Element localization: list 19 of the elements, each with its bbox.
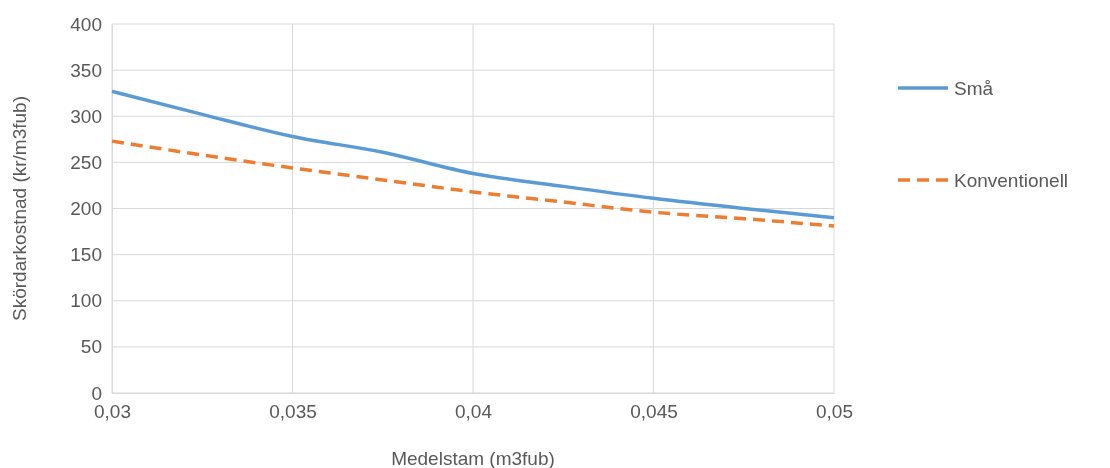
line-series — [110, 89, 836, 220]
y-tick-label: 50 — [80, 336, 102, 358]
legend-label: Konventionell — [954, 170, 1069, 191]
y-tick-label: 350 — [70, 59, 102, 81]
y-tick-label: 200 — [70, 198, 102, 220]
y-tick-label: 400 — [70, 13, 102, 35]
y-tick-label: 0 — [91, 382, 102, 404]
y-tick-label: 250 — [70, 151, 102, 173]
legend-label: Små — [954, 78, 994, 99]
x-tick-label: 0,035 — [269, 401, 317, 423]
x-tick-label: 0,05 — [816, 401, 853, 423]
x-tick-label: 0,04 — [455, 401, 493, 423]
y-tick-label: 100 — [70, 290, 102, 312]
x-tick-label: 0,03 — [94, 401, 131, 423]
y-tick-label: 300 — [70, 105, 102, 127]
x-tick-label: 0,045 — [630, 401, 678, 423]
y-axis-title: Skördarkostnad (kr/m3fub) — [9, 96, 30, 321]
y-tick-label: 150 — [70, 244, 102, 266]
line-series — [110, 139, 836, 228]
